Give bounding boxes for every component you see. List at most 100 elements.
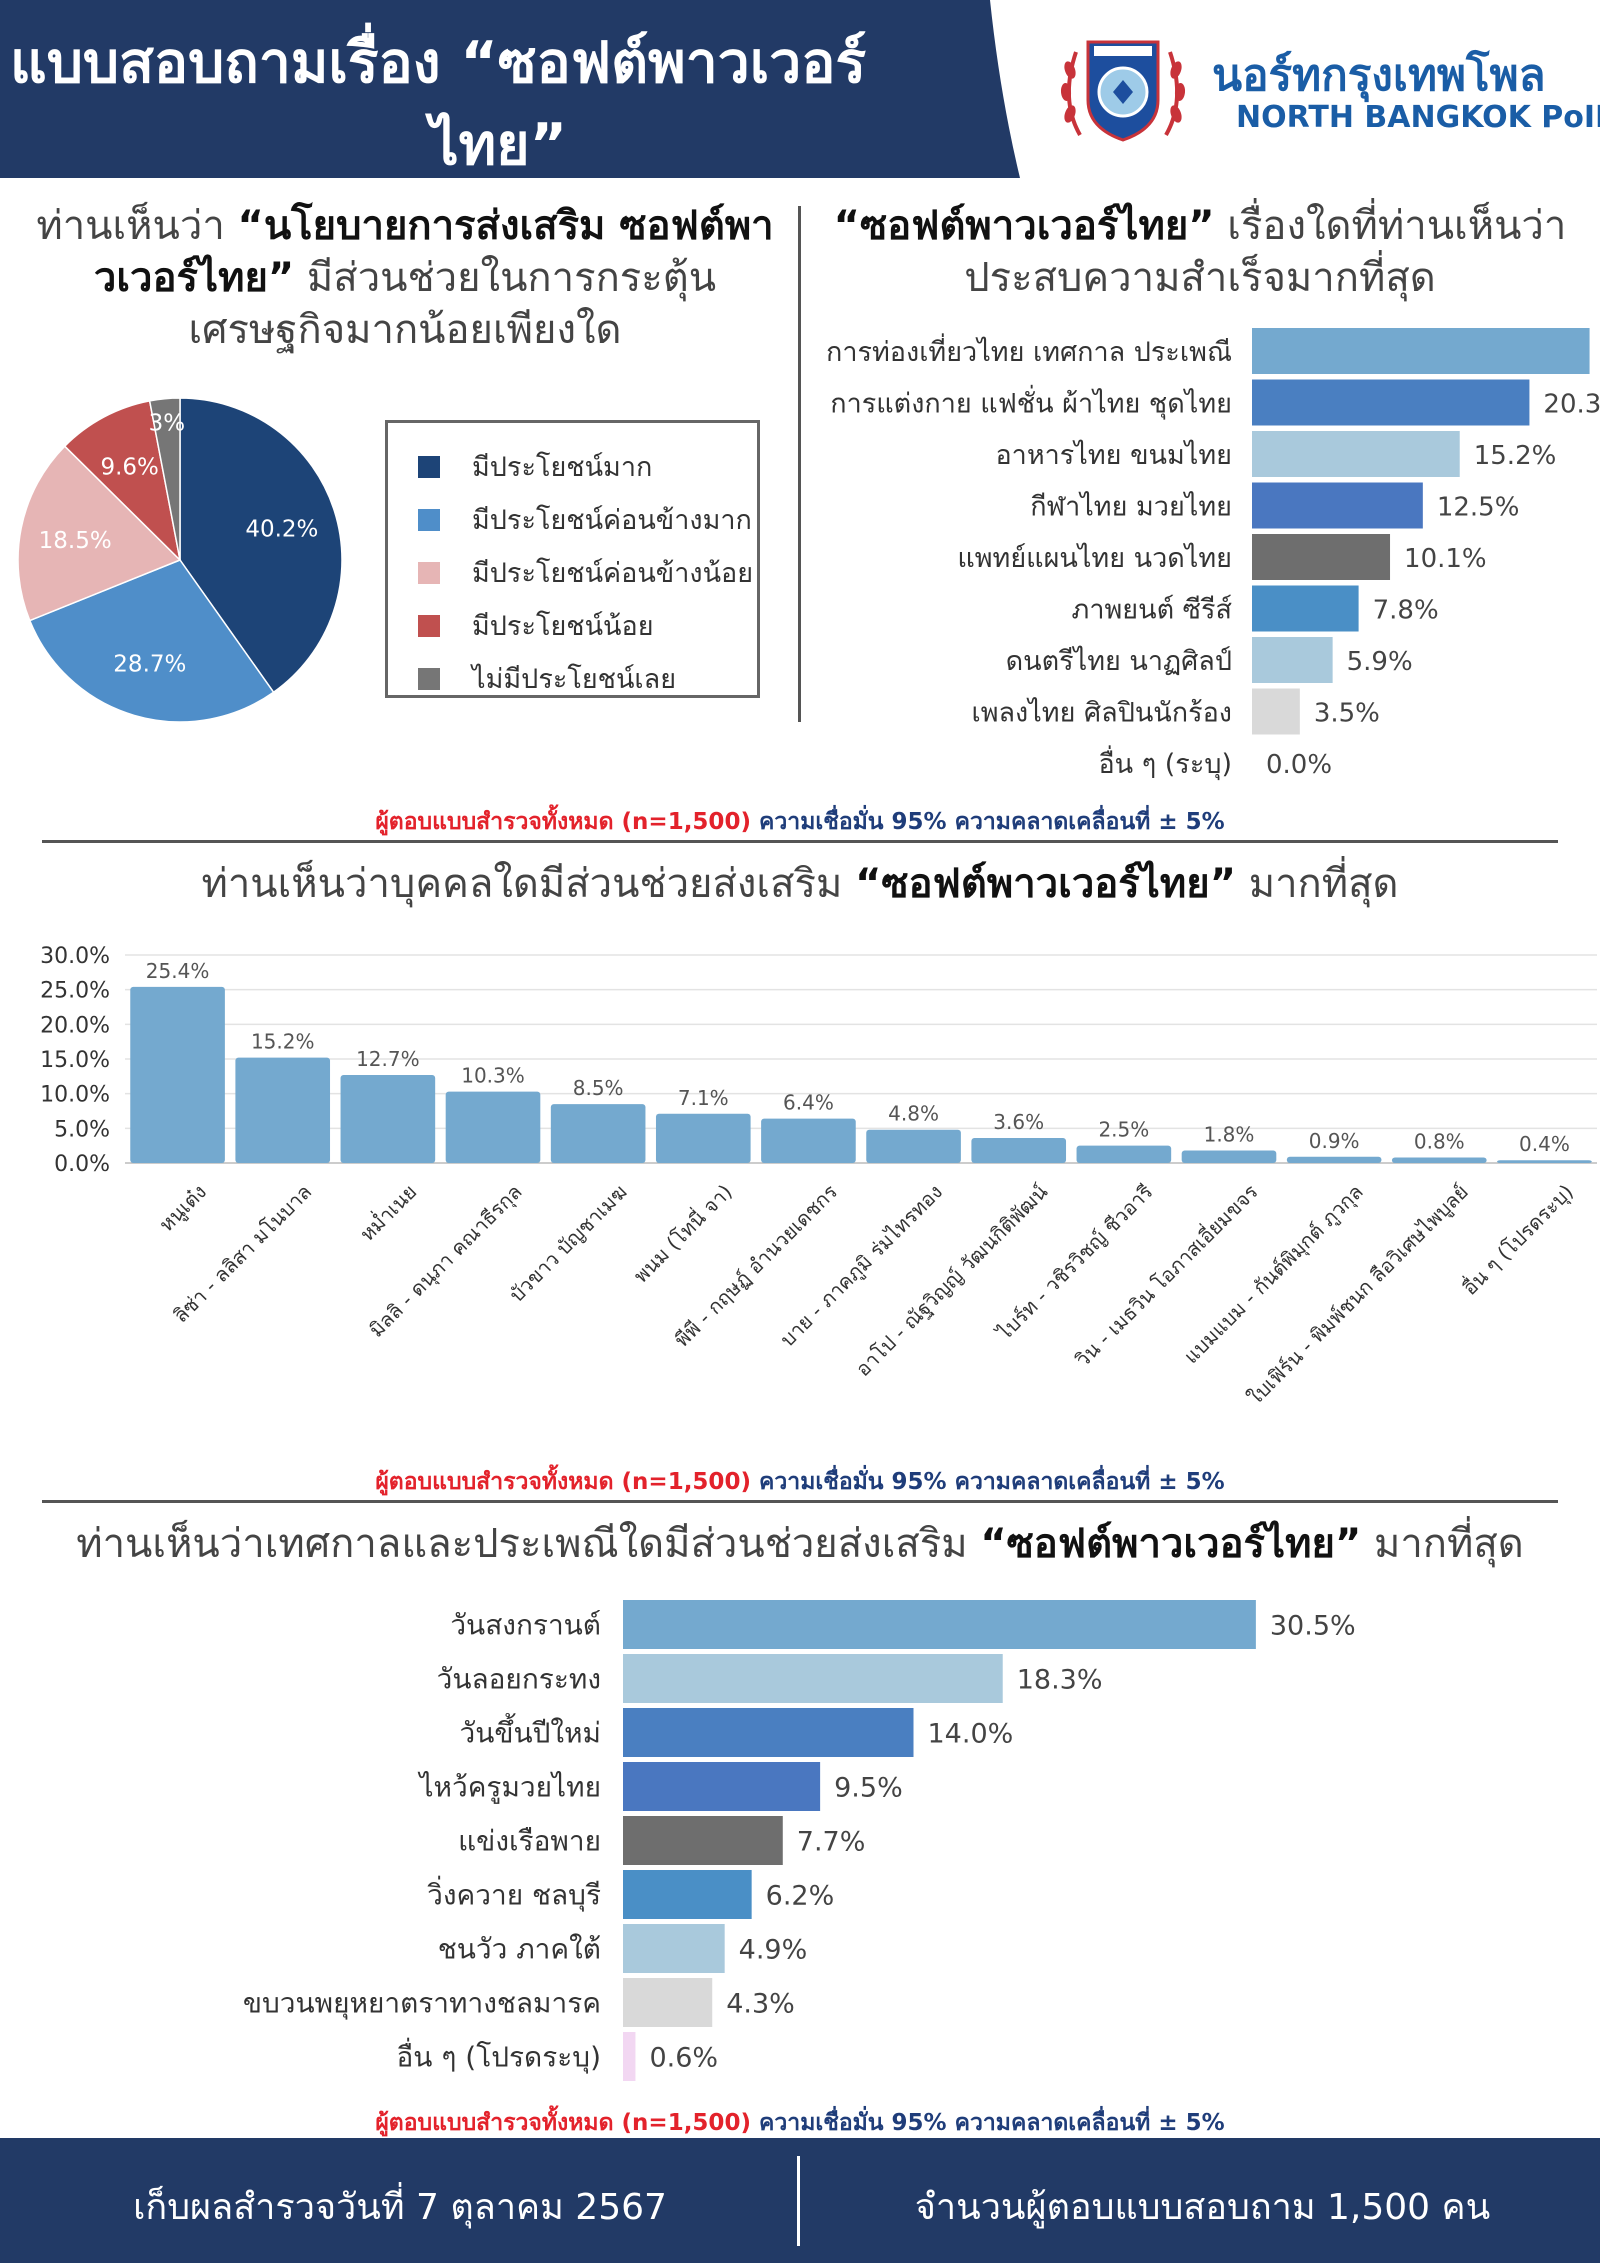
bar-value-label: 4.9% xyxy=(739,1935,808,1966)
person-question-pre: ท่านเห็นว่าบุคคลใดมีส่วนช่วยส่งเสริม xyxy=(201,861,856,907)
y-tick-label: 5.0% xyxy=(54,1117,110,1142)
bar-value-label: 6.4% xyxy=(783,1091,834,1115)
legend-label: มีประโยชน์มาก xyxy=(472,452,653,483)
festival-question-pre: ท่านเห็นว่าเทศกาลและประเพณีใดมีส่วนช่วยส… xyxy=(76,1521,981,1567)
bar-value-label: 30.5% xyxy=(1270,1611,1356,1642)
bar xyxy=(1391,1157,1487,1163)
x-category-label: แบมแบม - กันต์พิมุกต์ ภูวกุล xyxy=(1179,1180,1368,1369)
bar xyxy=(1497,1160,1592,1163)
brand-name-english: NORTH BANGKOK PoII xyxy=(1236,100,1600,135)
festival-question-title: ท่านเห็นว่าเทศกาลและประเพณีใดมีส่วนช่วยส… xyxy=(0,1518,1600,1570)
x-category-label: พนม (โทนี่ จา) xyxy=(627,1178,737,1288)
bar xyxy=(623,1924,725,1973)
person-question-post: มากที่สุด xyxy=(1236,861,1399,907)
bar-value-label: 2.5% xyxy=(1098,1118,1149,1142)
bar-value-label: 7.1% xyxy=(678,1086,729,1110)
section-divider-2 xyxy=(42,1500,1558,1503)
survey-note-1: ผู้ตอบแบบสำรวจทั้งหมด (n=1,500) ความเชื่… xyxy=(0,804,1600,840)
y-tick-label: 15.0% xyxy=(40,1048,110,1073)
bar xyxy=(623,2032,636,2081)
bar-value-label: 18.3% xyxy=(1017,1665,1103,1696)
note-confidence: ความเชื่อมั่น 95% ความคลาดเคลื่อนที่ ± 5… xyxy=(750,2110,1225,2136)
bar-category-label: อื่น ๆ (ระบุ) xyxy=(1098,745,1232,781)
brand-name-thai: นอร์ทกรุงเทพโพล xyxy=(1212,50,1546,101)
bar-category-label: ขบวนพยุหยาตราทางชลมารค xyxy=(243,1987,601,2021)
pie-question-title: ท่านเห็นว่า “นโยบายการส่งเสริม ซอฟต์พาวเ… xyxy=(30,200,780,356)
legend-swatch xyxy=(418,508,440,531)
bar xyxy=(655,1113,751,1163)
x-category-label: ใบเฟิร์น - พิมพ์ชนก ลือวิเศษไพบูลย์ xyxy=(1243,1180,1474,1411)
bar-value-label: 6.2% xyxy=(766,1881,835,1912)
bar-value-label: 14.0% xyxy=(928,1719,1014,1750)
bar-value-label: 12.7% xyxy=(356,1047,420,1071)
bar xyxy=(1252,328,1590,374)
legend-label: มีประโยชน์ค่อนข้างมาก xyxy=(472,505,752,536)
x-category-label: อื่น ๆ (โปรดระบุ) xyxy=(1456,1178,1578,1300)
bar-category-label: อื่น ๆ (โปรดระบุ) xyxy=(396,2038,601,2075)
x-category-label: หม่ำเนย xyxy=(354,1178,422,1246)
note-sample: ผู้ตอบแบบสำรวจทั้งหมด (n=1,500) xyxy=(375,1469,751,1495)
section-divider-vertical xyxy=(798,206,801,722)
bar-category-label: ไหว้ครูมวยไทย xyxy=(417,1771,601,1805)
survey-date: เก็บผลสำรวจวันที่ 7 ตุลาคม 2567 xyxy=(133,2187,667,2228)
pie-slice xyxy=(63,399,182,563)
bar xyxy=(550,1104,646,1163)
bar xyxy=(623,1600,1256,1649)
pie-slice-label: 28.7% xyxy=(113,652,186,678)
section-divider-1 xyxy=(42,840,1558,843)
bar xyxy=(1252,482,1423,529)
bar-value-label: 0.0% xyxy=(1266,750,1332,780)
note-sample: ผู้ตอบแบบสำรวจทั้งหมด (n=1,500) xyxy=(375,809,751,835)
bar-category-label: ดนตรีไทย นาฏศิลป์ xyxy=(1006,645,1232,677)
bar-category-label: วันสงกรานต์ xyxy=(450,1609,601,1642)
bar-value-label: 7.8% xyxy=(1373,596,1439,626)
festival-question-post: มากที่สุด xyxy=(1361,1521,1524,1567)
x-category-label: อาโป - ณัฐวิญญ์ วัฒนกิติพัฒน์ xyxy=(851,1179,1053,1381)
bar-category-label: กีฬาไทย มวยไทย xyxy=(1030,492,1232,523)
footer-divider xyxy=(797,2156,800,2246)
bar xyxy=(623,1762,821,1811)
festival-bar-chart: วันสงกรานต์ 30.5% วันลอยกระทง 18.3% วันขึ้นป… xyxy=(243,1600,1356,2081)
bar-value-label: 0.9% xyxy=(1309,1129,1360,1153)
bar xyxy=(130,986,225,1163)
success-bar-chart: การท่องเที่ยวไทย เทศกาล ประเพณี24.7%การแ… xyxy=(826,328,1600,781)
bar xyxy=(623,1870,752,1919)
bar-value-label: 20.3% xyxy=(1543,390,1600,420)
pie-slice xyxy=(17,445,182,622)
legend-swatch xyxy=(418,455,440,478)
bar-value-label: 15.2% xyxy=(251,1030,315,1054)
bar-category-label: ภาพยนต์ ซีรีส์ xyxy=(1072,594,1232,626)
page-title-line2: ไทย” xyxy=(430,112,568,178)
bar xyxy=(761,1118,856,1163)
respondent-count: จำนวนผู้ตอบแบบสอบถาม 1,500 คน xyxy=(914,2187,1491,2228)
bar xyxy=(623,1978,713,2027)
x-category-label: วิน - เมธวิน โอภาสเอี่ยมขจร xyxy=(1069,1178,1263,1372)
pie-legend: มีประโยชน์มากมีประโยชน์ค่อนข้างมากมีประโ… xyxy=(385,420,760,698)
bar xyxy=(1252,585,1359,632)
bar-category-label: เพลงไทย ศิลปินนักร้อง xyxy=(971,698,1232,729)
note-confidence: ความเชื่อมั่น 95% ความคลาดเคลื่อนที่ ± 5… xyxy=(750,1469,1225,1495)
bar-value-label: 0.4% xyxy=(1519,1132,1570,1156)
y-tick-label: 30.0% xyxy=(40,944,110,969)
bar xyxy=(1252,534,1391,580)
title-banner xyxy=(0,0,1020,178)
pie-slice-label: 3% xyxy=(149,410,186,436)
success-question-post: เรื่องใดที่ท่านเห็นว่าประสบความสำเร็จมาก… xyxy=(964,203,1567,301)
festival-question-bold: “ซอฟต์พาวเวอร์ไทย” xyxy=(980,1521,1362,1567)
legend-item: มีประโยชน์น้อย xyxy=(418,604,654,647)
legend-swatch xyxy=(418,614,440,637)
y-tick-label: 20.0% xyxy=(40,1013,110,1038)
bar xyxy=(623,1816,783,1865)
bar xyxy=(623,1654,1003,1703)
bar-category-label: วิ่งควาย ชลบุรี xyxy=(427,1876,601,1913)
bar xyxy=(445,1091,541,1163)
bar-category-label: วันลอยกระทง xyxy=(437,1663,601,1696)
legend-swatch xyxy=(418,561,440,584)
bar xyxy=(235,1057,331,1163)
header: แบบสอบถามเรื่อง “ซอฟต์พาวเวอร์ ไทย” นอร์… xyxy=(0,0,1600,178)
survey-note-2: ผู้ตอบแบบสำรวจทั้งหมด (n=1,500) ความเชื่… xyxy=(0,1464,1600,1500)
legend-swatch xyxy=(418,667,440,690)
legend-item: ไม่มีประโยชน์เลย xyxy=(418,657,676,700)
bar-value-label: 4.3% xyxy=(726,1989,795,2020)
pie-slice xyxy=(28,559,275,723)
